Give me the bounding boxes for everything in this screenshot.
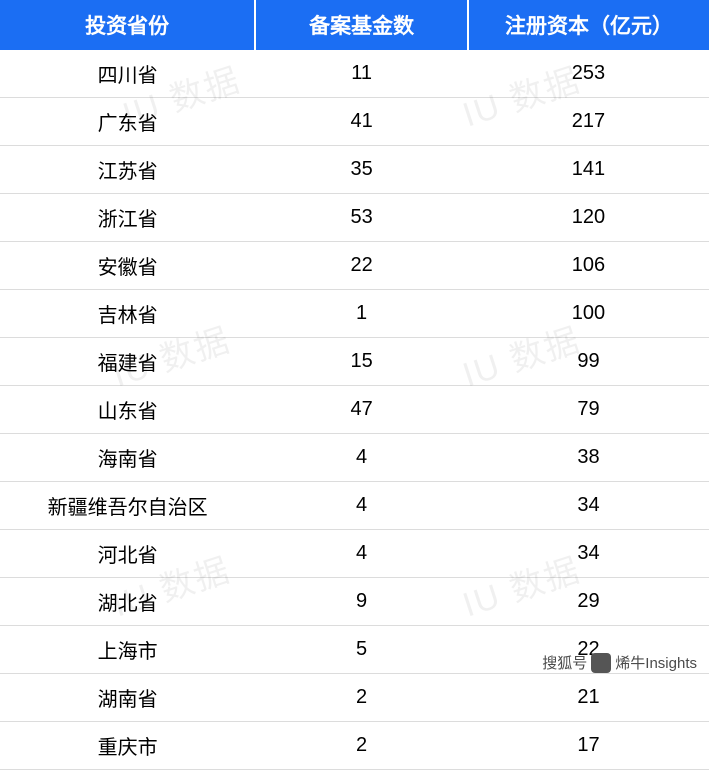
- table-row: 河北省434: [0, 530, 709, 578]
- cell-fundcount: 4: [255, 530, 468, 578]
- cell-province: 湖南省: [0, 674, 255, 722]
- cell-fundcount: 15: [255, 338, 468, 386]
- table-row: 浙江省53120: [0, 194, 709, 242]
- cell-province: 浙江省: [0, 194, 255, 242]
- cell-fundcount: 22: [255, 242, 468, 290]
- cell-fundcount: 4: [255, 434, 468, 482]
- cell-province: 安徽省: [0, 242, 255, 290]
- cell-fundcount: 35: [255, 146, 468, 194]
- cell-capital: 17: [468, 722, 709, 770]
- table-header: 投资省份 备案基金数 注册资本（亿元）: [0, 0, 709, 50]
- table-row: 吉林省1100: [0, 290, 709, 338]
- cell-capital: 29: [468, 578, 709, 626]
- table-row: 新疆维吾尔自治区434: [0, 482, 709, 530]
- table-row: 重庆市217: [0, 722, 709, 770]
- cell-province: 山东省: [0, 386, 255, 434]
- source-footer: 搜狐号 烯牛Insights: [542, 652, 697, 673]
- cell-capital: 38: [468, 434, 709, 482]
- cell-capital: 120: [468, 194, 709, 242]
- cell-capital: 79: [468, 386, 709, 434]
- cell-fundcount: 5: [255, 626, 468, 674]
- source-logo-icon: [591, 653, 611, 673]
- table-row: 江苏省35141: [0, 146, 709, 194]
- table-row: 湖北省929: [0, 578, 709, 626]
- col-header-capital: 注册资本（亿元）: [468, 0, 709, 50]
- cell-province: 湖北省: [0, 578, 255, 626]
- cell-capital: 34: [468, 530, 709, 578]
- cell-fundcount: 47: [255, 386, 468, 434]
- cell-fundcount: 9: [255, 578, 468, 626]
- footer-label: 烯牛Insights: [615, 652, 697, 673]
- cell-capital: 253: [468, 50, 709, 98]
- col-header-fundcount: 备案基金数: [255, 0, 468, 50]
- cell-fundcount: 41: [255, 98, 468, 146]
- cell-province: 新疆维吾尔自治区: [0, 482, 255, 530]
- table-row: 山东省4779: [0, 386, 709, 434]
- table-row: 福建省1599: [0, 338, 709, 386]
- cell-fundcount: 11: [255, 50, 468, 98]
- cell-capital: 99: [468, 338, 709, 386]
- cell-fundcount: 4: [255, 482, 468, 530]
- cell-province: 海南省: [0, 434, 255, 482]
- table-row: 广东省41217: [0, 98, 709, 146]
- table-row: 四川省11253: [0, 50, 709, 98]
- cell-capital: 217: [468, 98, 709, 146]
- table-row: 海南省438: [0, 434, 709, 482]
- cell-province: 吉林省: [0, 290, 255, 338]
- cell-capital: 21: [468, 674, 709, 722]
- cell-fundcount: 2: [255, 674, 468, 722]
- cell-capital: 34: [468, 482, 709, 530]
- cell-province: 四川省: [0, 50, 255, 98]
- cell-province: 江苏省: [0, 146, 255, 194]
- cell-province: 重庆市: [0, 722, 255, 770]
- footer-prefix: 搜狐号: [542, 652, 587, 673]
- cell-capital: 106: [468, 242, 709, 290]
- cell-fundcount: 53: [255, 194, 468, 242]
- cell-fundcount: 2: [255, 722, 468, 770]
- cell-province: 上海市: [0, 626, 255, 674]
- cell-fundcount: 1: [255, 290, 468, 338]
- table-row: 湖南省221: [0, 674, 709, 722]
- col-header-province: 投资省份: [0, 0, 255, 50]
- cell-capital: 100: [468, 290, 709, 338]
- cell-capital: 141: [468, 146, 709, 194]
- cell-province: 福建省: [0, 338, 255, 386]
- cell-province: 广东省: [0, 98, 255, 146]
- table-row: 安徽省22106: [0, 242, 709, 290]
- cell-province: 河北省: [0, 530, 255, 578]
